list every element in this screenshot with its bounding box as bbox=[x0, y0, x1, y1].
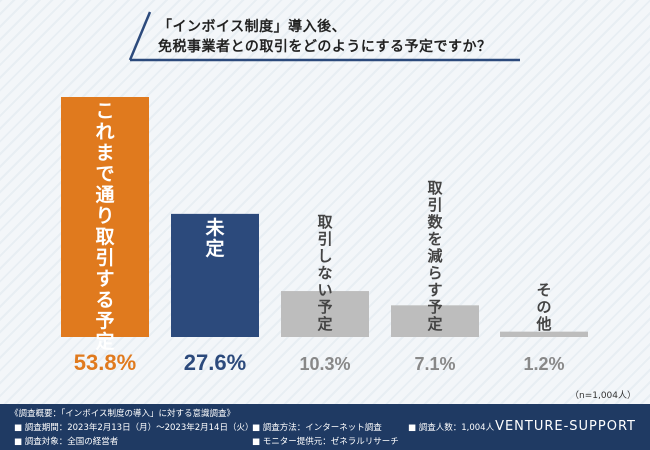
value-label-1: 53.8% bbox=[74, 350, 136, 375]
title-line-2: 免税事業者との取引をどのようにする予定ですか？ bbox=[158, 39, 492, 55]
title-bracket bbox=[128, 11, 520, 62]
bar-4 bbox=[391, 305, 479, 337]
title-box: 「インボイス制度」導入後、 免税事業者との取引をどのようにする予定ですか？ bbox=[120, 10, 520, 66]
footer-count: ■ 調査人数：1,004人 bbox=[408, 423, 495, 433]
footer-overview: 《調査概要：「インボイス制度の導入」に対する意識調査》 bbox=[10, 409, 235, 419]
bar-1 bbox=[61, 97, 149, 337]
category-label-4: 取引数を減らす予定 bbox=[427, 179, 443, 333]
brand-logo: VENTURE-SUPPORT bbox=[495, 419, 636, 434]
footer-monitor: ■ モニター提供元：ゼネラルリサーチ bbox=[252, 437, 399, 447]
category-label-5: その他 bbox=[535, 281, 551, 333]
category-label-3: 取引しない予定 bbox=[317, 213, 333, 333]
bar-3 bbox=[281, 291, 369, 337]
footer: 《調査概要：「インボイス制度の導入」に対する意識調査》 ■ 調査期間：2023年… bbox=[0, 404, 650, 450]
value-label-2: 27.6% bbox=[184, 350, 246, 375]
sample-size: （n=1,004人） bbox=[569, 391, 636, 401]
value-label-4: 7.1% bbox=[414, 354, 455, 374]
value-label-3: 10.3% bbox=[299, 354, 350, 374]
footer-method: ■ 調査方法：インターネット調査 bbox=[252, 423, 382, 433]
value-label-5: 1.2% bbox=[523, 354, 564, 374]
title-slash bbox=[128, 11, 152, 61]
bar-2 bbox=[171, 213, 259, 337]
footer-target: ■ 調査対象：全国の経営者 bbox=[14, 437, 119, 447]
footer-period: ■ 調査期間：2023年2月13日（月）～2023年2月14日（火） bbox=[14, 423, 254, 433]
category-label-1: これまで通り取引する予定 bbox=[95, 100, 115, 353]
category-label-2: 未定 bbox=[204, 216, 224, 260]
title-line-1: 「インボイス制度」導入後、 bbox=[158, 19, 347, 35]
bar-5 bbox=[500, 331, 588, 337]
